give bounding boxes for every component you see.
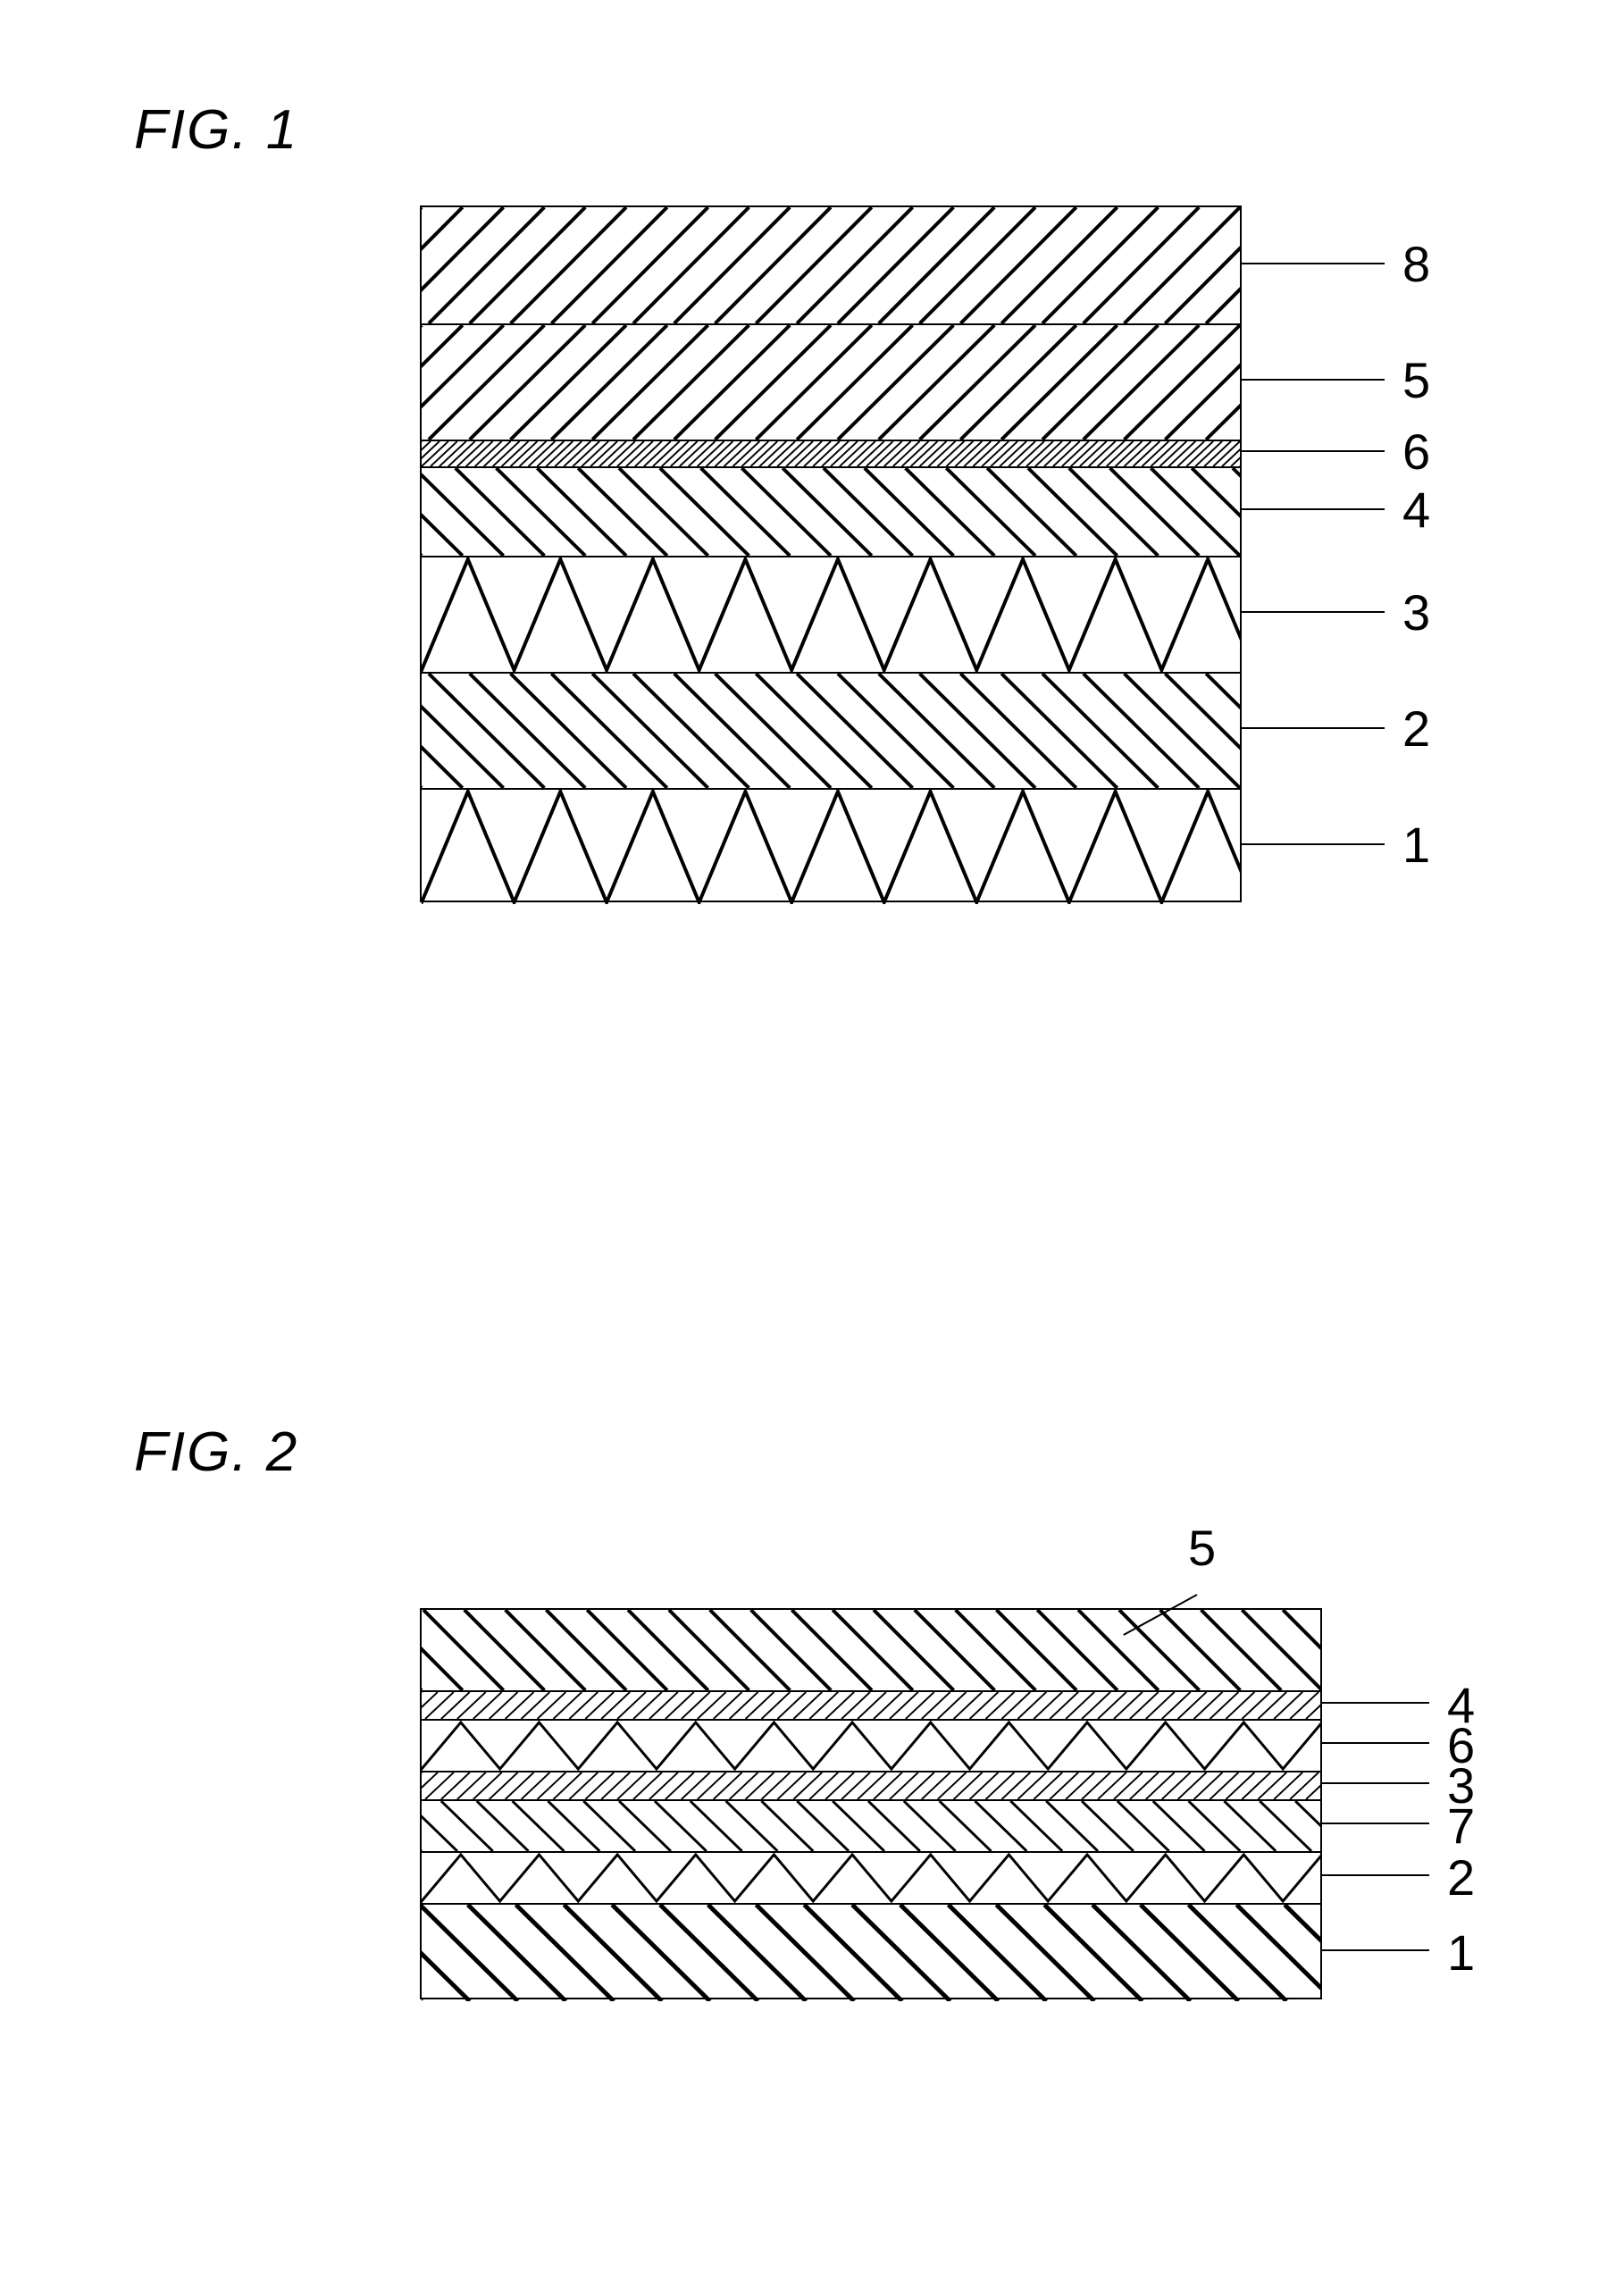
- fig2-label-2: 2: [1447, 1848, 1475, 1906]
- fig2-stack: [420, 1608, 1322, 1999]
- fig1-label-3: 3: [1402, 583, 1430, 641]
- layer-7: [422, 1799, 1320, 1851]
- leader-4: [1242, 508, 1385, 510]
- layer-3: [422, 556, 1240, 672]
- layer-3: [422, 1771, 1320, 1799]
- leader-1: [1242, 843, 1385, 845]
- fig2-label-7: 7: [1447, 1797, 1475, 1855]
- leader-8: [1242, 263, 1385, 264]
- leader-1: [1322, 1949, 1429, 1951]
- fig2-label-1: 1: [1447, 1923, 1475, 1982]
- layer-1: [422, 788, 1240, 904]
- layer-6: [422, 440, 1240, 466]
- leader-2: [1242, 727, 1385, 729]
- fig1-title: FIG. 1: [134, 98, 298, 162]
- fig1-label-6: 6: [1402, 423, 1430, 481]
- layer-4: [422, 466, 1240, 556]
- page: FIG. 1 8564321 FIG. 2 5 463721: [0, 0, 1624, 2271]
- fig1-label-2: 2: [1402, 700, 1430, 758]
- fig1-label-5: 5: [1402, 351, 1430, 409]
- layer-4: [422, 1690, 1320, 1719]
- layer-5: [422, 323, 1240, 440]
- leader-2: [1322, 1874, 1429, 1876]
- fig2-title: FIG. 2: [134, 1420, 298, 1484]
- layer-1: [422, 1903, 1320, 2001]
- leader-5: [1242, 379, 1385, 381]
- fig1-label-8: 8: [1402, 235, 1430, 293]
- layer-5: [422, 1610, 1320, 1690]
- fig1-label-4: 4: [1402, 481, 1430, 539]
- leader-6: [1242, 450, 1385, 452]
- leader-3: [1242, 611, 1385, 613]
- leader-7: [1322, 1823, 1429, 1824]
- leader-4: [1322, 1702, 1429, 1704]
- layer-6: [422, 1719, 1320, 1771]
- layer-2: [422, 1851, 1320, 1903]
- leader-3: [1322, 1782, 1429, 1784]
- layer-8: [422, 207, 1240, 323]
- layer-2: [422, 672, 1240, 788]
- fig2-label-5: 5: [1188, 1519, 1216, 1577]
- fig1-label-1: 1: [1402, 816, 1430, 874]
- leader-6: [1322, 1742, 1429, 1744]
- fig1-stack: [420, 205, 1242, 902]
